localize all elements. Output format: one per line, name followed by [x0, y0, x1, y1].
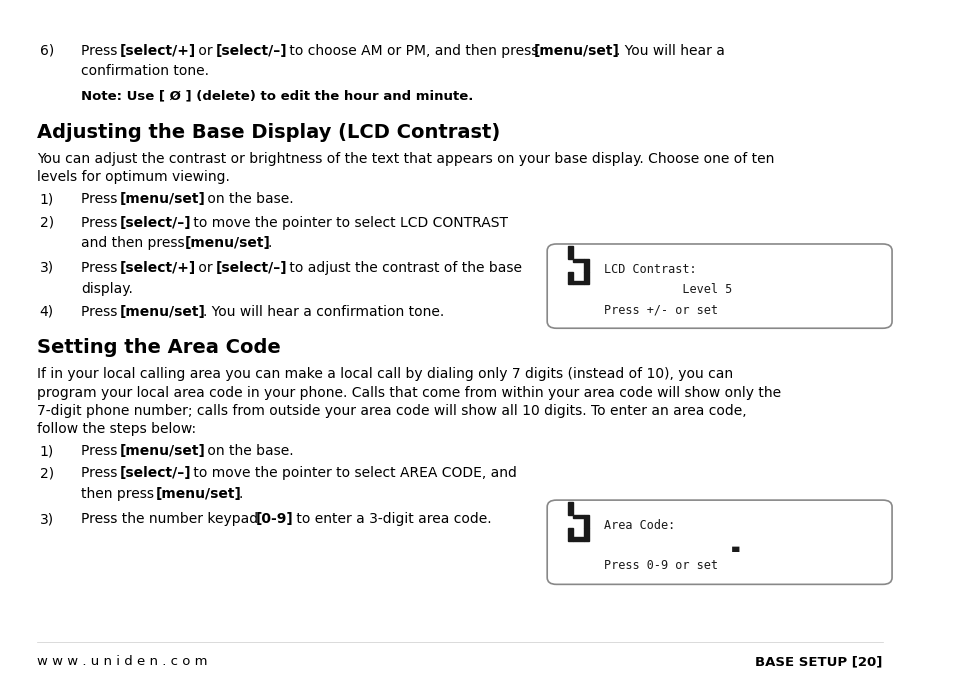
- Bar: [573, 537, 583, 541]
- Text: . You will hear a: . You will hear a: [616, 44, 724, 58]
- Text: You can adjust the contrast or brightness of the text that appears on your base : You can adjust the contrast or brightnes…: [37, 152, 773, 166]
- Text: Press 0-9 or set: Press 0-9 or set: [603, 559, 718, 572]
- Text: 3): 3): [39, 261, 53, 275]
- Text: then press: then press: [81, 487, 158, 501]
- Text: on the base.: on the base.: [203, 444, 294, 458]
- Text: to move the pointer to select LCD CONTRAST: to move the pointer to select LCD CONTRA…: [189, 216, 508, 230]
- Bar: [573, 281, 583, 284]
- Text: display.: display.: [81, 282, 132, 296]
- Bar: [568, 272, 573, 284]
- Text: 2): 2): [39, 466, 53, 481]
- Text: .: .: [238, 487, 242, 501]
- Text: Press +/- or set: Press +/- or set: [603, 303, 718, 316]
- Text: [0-9]: [0-9]: [255, 512, 294, 526]
- Text: Area Code:: Area Code:: [603, 519, 675, 532]
- Text: [select/–]: [select/–]: [215, 44, 287, 58]
- Text: 6): 6): [39, 44, 53, 58]
- Text: Press: Press: [81, 444, 122, 458]
- Text: 7-digit phone number; calls from outside your area code will show all 10 digits.: 7-digit phone number; calls from outside…: [37, 404, 745, 418]
- Text: Press: Press: [81, 466, 122, 481]
- Bar: [583, 259, 588, 272]
- Text: [menu/set]: [menu/set]: [533, 44, 618, 58]
- Text: program your local area code in your phone. Calls that come from within your are: program your local area code in your pho…: [37, 386, 781, 400]
- Text: [menu/set]: [menu/set]: [155, 487, 241, 501]
- Text: [menu/set]: [menu/set]: [185, 236, 271, 250]
- Text: follow the steps below:: follow the steps below:: [37, 422, 195, 436]
- Text: 4): 4): [39, 305, 53, 319]
- Text: to enter a 3-digit area code.: to enter a 3-digit area code.: [292, 512, 492, 526]
- Text: confirmation tone.: confirmation tone.: [81, 64, 209, 78]
- Text: Press: Press: [81, 44, 122, 58]
- Text: to choose AM or PM, and then press: to choose AM or PM, and then press: [285, 44, 542, 58]
- Text: 1): 1): [39, 444, 53, 458]
- Text: [menu/set]: [menu/set]: [120, 192, 206, 206]
- Bar: [568, 528, 573, 541]
- Text: Note: Use [ Ø ] (delete) to edit the hour and minute.: Note: Use [ Ø ] (delete) to edit the hou…: [81, 89, 473, 102]
- Text: [select/+]: [select/+]: [120, 44, 196, 58]
- Text: [menu/set]: [menu/set]: [120, 444, 206, 458]
- Text: Press: Press: [81, 192, 122, 206]
- Text: [select/–]: [select/–]: [215, 261, 287, 275]
- Text: Press: Press: [81, 216, 122, 230]
- Text: [select/–]: [select/–]: [120, 466, 192, 481]
- Text: or: or: [193, 44, 216, 58]
- Text: or: or: [193, 261, 216, 275]
- Text: Setting the Area Code: Setting the Area Code: [37, 338, 280, 357]
- Text: Level 5: Level 5: [603, 283, 732, 296]
- Text: 2): 2): [39, 216, 53, 230]
- Bar: [583, 515, 588, 528]
- Text: levels for optimum viewing.: levels for optimum viewing.: [37, 170, 230, 184]
- Text: to move the pointer to select AREA CODE, and: to move the pointer to select AREA CODE,…: [189, 466, 517, 481]
- Bar: [583, 272, 588, 284]
- Bar: [573, 515, 583, 518]
- Text: LCD Contrast:: LCD Contrast:: [603, 263, 696, 276]
- Text: If in your local calling area you can make a local call by dialing only 7 digits: If in your local calling area you can ma…: [37, 367, 732, 381]
- Text: and then press: and then press: [81, 236, 189, 250]
- Text: [menu/set]: [menu/set]: [120, 305, 206, 319]
- Text: w w w . u n i d e n . c o m: w w w . u n i d e n . c o m: [37, 655, 207, 668]
- FancyBboxPatch shape: [547, 244, 891, 328]
- Text: Press: Press: [81, 261, 122, 275]
- Text: 3): 3): [39, 512, 53, 526]
- Text: Press: Press: [81, 305, 122, 319]
- Bar: [573, 259, 583, 262]
- Text: to adjust the contrast of the base: to adjust the contrast of the base: [285, 261, 521, 275]
- Text: ▃: ▃: [603, 539, 739, 552]
- Bar: [568, 246, 573, 259]
- Text: 1): 1): [39, 192, 53, 206]
- Text: on the base.: on the base.: [203, 192, 294, 206]
- Bar: [568, 502, 573, 515]
- Text: Adjusting the Base Display (LCD Contrast): Adjusting the Base Display (LCD Contrast…: [37, 123, 499, 142]
- Text: .: .: [268, 236, 272, 250]
- Text: Press the number keypad: Press the number keypad: [81, 512, 262, 526]
- Text: BASE SETUP [20]: BASE SETUP [20]: [755, 655, 882, 668]
- Bar: [583, 528, 588, 541]
- Text: [select/–]: [select/–]: [120, 216, 192, 230]
- Text: . You will hear a confirmation tone.: . You will hear a confirmation tone.: [203, 305, 444, 319]
- FancyBboxPatch shape: [547, 500, 891, 584]
- Text: [select/+]: [select/+]: [120, 261, 196, 275]
